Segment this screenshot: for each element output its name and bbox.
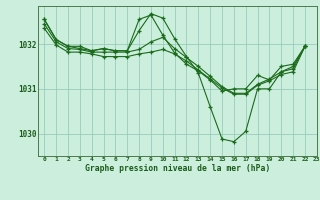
X-axis label: Graphe pression niveau de la mer (hPa): Graphe pression niveau de la mer (hPa) [85, 164, 270, 173]
